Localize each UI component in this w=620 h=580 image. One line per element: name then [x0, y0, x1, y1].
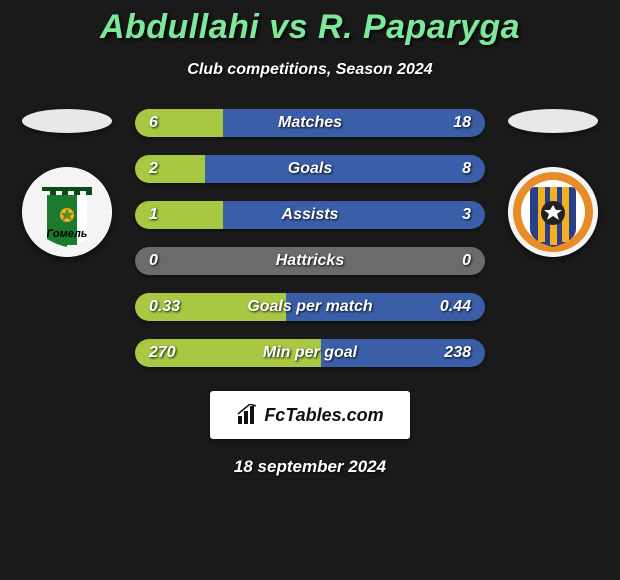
stat-label: Goals — [135, 160, 485, 178]
stat-label: Assists — [135, 206, 485, 224]
date-label: 18 september 2024 — [0, 457, 620, 477]
gomel-club-badge: Гомель — [22, 167, 112, 257]
stat-bar-matches: 618Matches — [135, 109, 485, 137]
fctables-watermark: FcTables.com — [210, 391, 410, 439]
main-row: Гомель 618Matches 28Goals 13Assists 00Hattr… — [0, 109, 620, 367]
right-player-column — [503, 109, 603, 257]
stat-label: Matches — [135, 114, 485, 132]
stat-label: Min per goal — [135, 344, 485, 362]
stat-label: Goals per match — [135, 298, 485, 316]
stat-bar-goals-per-match: 0.330.44Goals per match — [135, 293, 485, 321]
svg-text:Гомель: Гомель — [47, 228, 88, 240]
stat-label: Hattricks — [135, 252, 485, 270]
page-title: Abdullahi vs R. Paparyga — [0, 8, 620, 47]
left-player-column: Гомель — [17, 109, 117, 257]
right-player-placeholder — [508, 109, 598, 133]
stat-bar-assists: 13Assists — [135, 201, 485, 229]
naftan-badge-icon — [508, 167, 598, 257]
stats-column: 618Matches 28Goals 13Assists 00Hattricks 0.3… — [135, 109, 485, 367]
stat-bar-hattricks: 00Hattricks — [135, 247, 485, 275]
comparison-card: Abdullahi vs R. Paparyga Club competitio… — [0, 0, 620, 477]
chart-icon — [236, 404, 258, 426]
left-player-placeholder — [22, 109, 112, 133]
naftan-club-badge — [508, 167, 598, 257]
gomel-badge-icon: Гомель — [22, 167, 112, 257]
stat-bar-goals: 28Goals — [135, 155, 485, 183]
stat-bar-min-per-goal: 270238Min per goal — [135, 339, 485, 367]
fctables-label: FcTables.com — [264, 405, 383, 426]
subtitle: Club competitions, Season 2024 — [0, 61, 620, 79]
